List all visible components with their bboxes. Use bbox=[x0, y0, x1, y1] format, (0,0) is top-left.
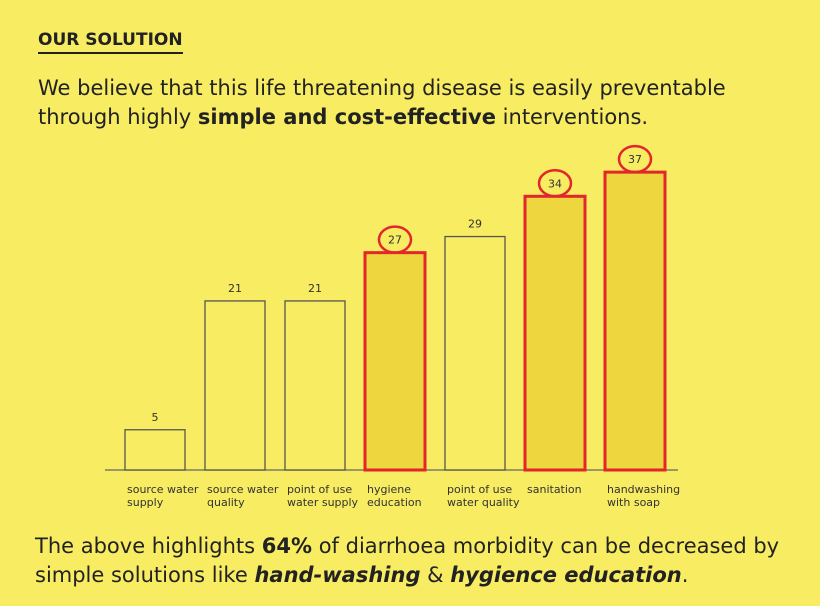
bar bbox=[284, 300, 346, 471]
value-label: 37 bbox=[628, 153, 642, 166]
bar bbox=[204, 300, 266, 471]
intro-text: We believe that this life threatening di… bbox=[38, 76, 726, 129]
intro: We believe that this life threatening di… bbox=[38, 74, 798, 132]
category-label: sanitation bbox=[527, 483, 582, 496]
heading: OUR SOLUTION bbox=[38, 30, 183, 54]
bar bbox=[523, 194, 587, 472]
footer-text: of diarrhoea morbidity can be decreased … bbox=[35, 534, 780, 587]
value-label: 29 bbox=[468, 218, 482, 231]
category-label: handwashing with soap bbox=[607, 483, 681, 509]
value-label: 21 bbox=[308, 282, 322, 295]
footer-bold-italic: hygience education bbox=[450, 563, 682, 587]
bar bbox=[603, 170, 667, 472]
value-label: 5 bbox=[152, 411, 159, 424]
value-label: 21 bbox=[228, 282, 242, 295]
bar bbox=[363, 251, 427, 472]
category-label: source water quality bbox=[207, 483, 279, 509]
value-label: 27 bbox=[388, 234, 402, 247]
footer-text: & bbox=[420, 563, 451, 587]
footer-bold-italic: hand-washing bbox=[254, 563, 421, 587]
intro-text: interventions. bbox=[496, 105, 649, 129]
value-label: 34 bbox=[548, 177, 562, 190]
category-label: source water supply bbox=[127, 483, 199, 509]
category-label: hygiene education bbox=[367, 483, 422, 509]
label-circle bbox=[537, 169, 573, 198]
footer-text: . bbox=[681, 563, 689, 587]
bar bbox=[124, 429, 186, 471]
label-circle bbox=[617, 144, 653, 174]
footer: The above highlights 64% of diarrhoea mo… bbox=[35, 532, 805, 590]
footer-bold: 64% bbox=[261, 534, 313, 558]
intro-bold: simple and cost-effective bbox=[197, 105, 496, 129]
label-circle bbox=[377, 225, 413, 254]
category-label: point of use water quality bbox=[447, 483, 520, 509]
footer-text: The above highlights bbox=[35, 534, 262, 558]
category-label: point of use water supply bbox=[287, 483, 359, 509]
bar bbox=[444, 235, 506, 471]
